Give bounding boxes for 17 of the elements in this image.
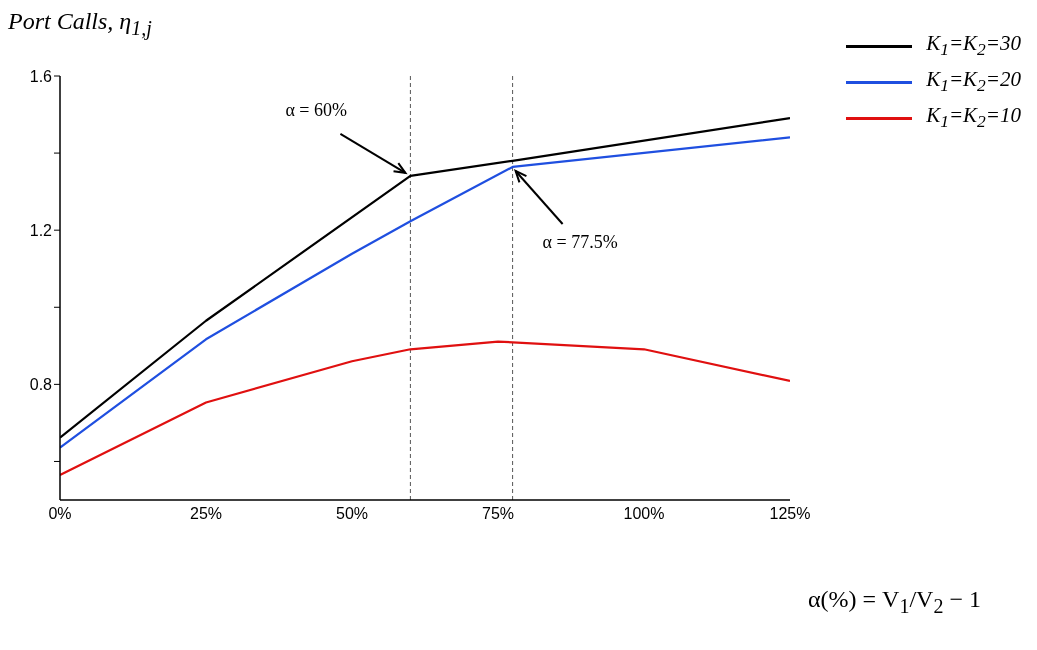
- x-tick-label: 75%: [481, 505, 515, 523]
- x-tick-label: 25%: [189, 505, 223, 523]
- y-axis-title: Port Calls, η$_{1,j}$: [8, 8, 152, 40]
- legend-label: K$_{1}$=K$_{2}$=20: [926, 67, 1021, 97]
- x-tick-label: 50%: [335, 505, 369, 523]
- legend-label: K$_{1}$=K$_{2}$=10: [926, 103, 1021, 133]
- x-axis-title: α(%) = V$_{1}$/V$_{2}$ − 1: [808, 586, 981, 618]
- legend-label: K$_{1}$=K$_{2}$=30: [926, 31, 1021, 61]
- line-series: [60, 340, 790, 477]
- x-tick-label: 100%: [623, 505, 665, 523]
- y-tick-label: 0.8: [29, 376, 53, 394]
- y-tick-label: 1.6: [29, 67, 53, 85]
- annotation: α = 77.5%: [542, 231, 618, 252]
- y-tick-label: 1.2: [29, 221, 53, 239]
- x-tick-label: 125%: [769, 505, 811, 523]
- x-tick-label: 0%: [48, 505, 72, 523]
- annotation: α = 60%: [285, 99, 347, 120]
